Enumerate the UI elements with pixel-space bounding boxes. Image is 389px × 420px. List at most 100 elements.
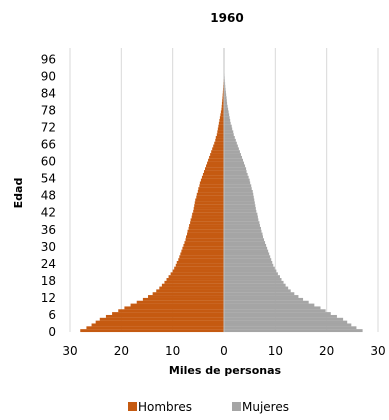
bar-hombres [204, 170, 224, 173]
bar-mujeres [224, 213, 257, 216]
bar-hombres [143, 298, 224, 301]
bar-hombres [159, 287, 224, 290]
bar-hombres [100, 318, 224, 321]
bar-hombres [192, 213, 224, 216]
bar-mujeres [224, 238, 264, 241]
y-tick-label: 66 [41, 138, 56, 152]
bar-hombres [199, 184, 224, 187]
bar-mujeres [224, 199, 254, 202]
y-tick-label: 6 [48, 308, 56, 322]
y-tick-label: 78 [41, 103, 56, 117]
bar-mujeres [224, 218, 258, 221]
legend-swatch-hombres [128, 402, 137, 411]
bar-hombres [106, 315, 224, 318]
bar-hombres [202, 176, 224, 179]
bar-hombres [206, 164, 224, 167]
bar-mujeres [224, 164, 245, 167]
bar-hombres [209, 156, 224, 159]
bar-mujeres [224, 216, 258, 219]
bar-hombres [86, 326, 224, 329]
bar-mujeres [224, 278, 281, 281]
x-tick-label: 30 [370, 344, 385, 358]
y-tick-label: 48 [41, 189, 56, 203]
bar-hombres [174, 267, 224, 270]
bar-hombres [220, 113, 224, 116]
bar-mujeres [224, 159, 243, 162]
bar-hombres [218, 125, 224, 128]
bar-mujeres [224, 108, 228, 111]
bar-mujeres [224, 113, 229, 116]
bar-hombres [118, 309, 224, 312]
legend-label-hombres: Hombres [138, 400, 192, 414]
bar-mujeres [224, 326, 356, 329]
bar-mujeres [224, 110, 229, 113]
bar-hombres [180, 252, 224, 255]
legend: Hombres Mujeres [128, 400, 289, 414]
bar-mujeres [224, 258, 271, 261]
bar-mujeres [224, 312, 331, 315]
y-tick-label: 30 [41, 240, 56, 254]
bar-mujeres [224, 221, 259, 224]
bar-hombres [219, 122, 224, 125]
bar-hombres [189, 224, 224, 227]
bar-mujeres [224, 292, 294, 295]
bar-mujeres [224, 130, 233, 133]
bar-hombres [156, 289, 224, 292]
bar-hombres [196, 196, 224, 199]
bar-mujeres [224, 147, 239, 150]
bar-mujeres [224, 156, 242, 159]
bar-hombres [210, 153, 224, 156]
bar-mujeres [224, 252, 269, 255]
bar-mujeres [224, 281, 284, 284]
bar-mujeres [224, 153, 241, 156]
bar-hombres [162, 284, 224, 287]
bar-mujeres [224, 190, 253, 193]
bar-mujeres [224, 304, 314, 307]
bar-hombres [217, 130, 224, 133]
bar-hombres [112, 312, 224, 315]
bar-mujeres [224, 235, 263, 238]
legend-label-mujeres: Mujeres [242, 400, 289, 414]
bar-hombres [213, 145, 224, 148]
bar-mujeres [224, 275, 280, 278]
x-tick-label: 20 [319, 344, 334, 358]
bar-mujeres [224, 233, 263, 236]
bar-hombres [177, 261, 224, 264]
bar-hombres [167, 278, 224, 281]
bar-hombres [179, 255, 224, 258]
y-tick-label: 12 [41, 291, 56, 305]
bar-mujeres [224, 210, 256, 213]
bar-hombres [197, 193, 224, 196]
bar-mujeres [224, 170, 247, 173]
bar-mujeres [224, 136, 235, 139]
bar-mujeres [224, 139, 236, 142]
bar-mujeres [224, 150, 240, 153]
bar-hombres [219, 119, 224, 122]
bar-hombres [214, 142, 224, 145]
bar-mujeres [224, 250, 268, 253]
bar-hombres [176, 264, 224, 267]
bar-hombres [211, 150, 224, 153]
bar-mujeres [224, 255, 270, 258]
x-tick-label: 10 [268, 344, 283, 358]
bar-hombres [217, 133, 224, 136]
bar-mujeres [224, 261, 272, 264]
bar-hombres [131, 304, 224, 307]
y-tick-label: 60 [41, 155, 56, 169]
bar-mujeres [224, 244, 266, 247]
bar-mujeres [224, 173, 248, 176]
bar-mujeres [224, 284, 286, 287]
bar-mujeres [224, 227, 261, 230]
bar-hombres [191, 218, 224, 221]
bar-mujeres [224, 122, 231, 125]
bar-mujeres [224, 315, 337, 318]
bar-mujeres [224, 298, 303, 301]
y-axis-title: Edad [12, 178, 25, 209]
bar-mujeres [224, 167, 246, 170]
bar-hombres [183, 244, 224, 247]
y-tick-label: 36 [41, 223, 56, 237]
legend-swatch-mujeres [232, 402, 241, 411]
bar-hombres [148, 295, 224, 298]
